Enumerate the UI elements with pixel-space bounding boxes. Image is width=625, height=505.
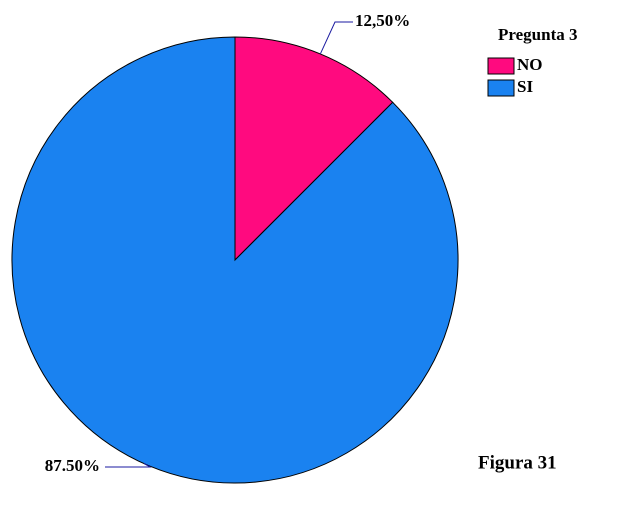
- pie-slice: [11, 36, 459, 484]
- legend-swatch: [487, 57, 515, 75]
- legend-label: NO: [517, 55, 543, 74]
- legend-label: SI: [517, 77, 533, 96]
- legend-title: Pregunta 3: [498, 25, 578, 44]
- legend-swatch: [487, 79, 515, 97]
- leader-line: [319, 21, 353, 55]
- data-label: 87.50%: [45, 456, 100, 475]
- leader-line: [105, 463, 152, 468]
- pie-slice: [234, 36, 394, 262]
- annotation: Figura 31: [478, 452, 557, 473]
- data-label: 12,50%: [355, 11, 410, 30]
